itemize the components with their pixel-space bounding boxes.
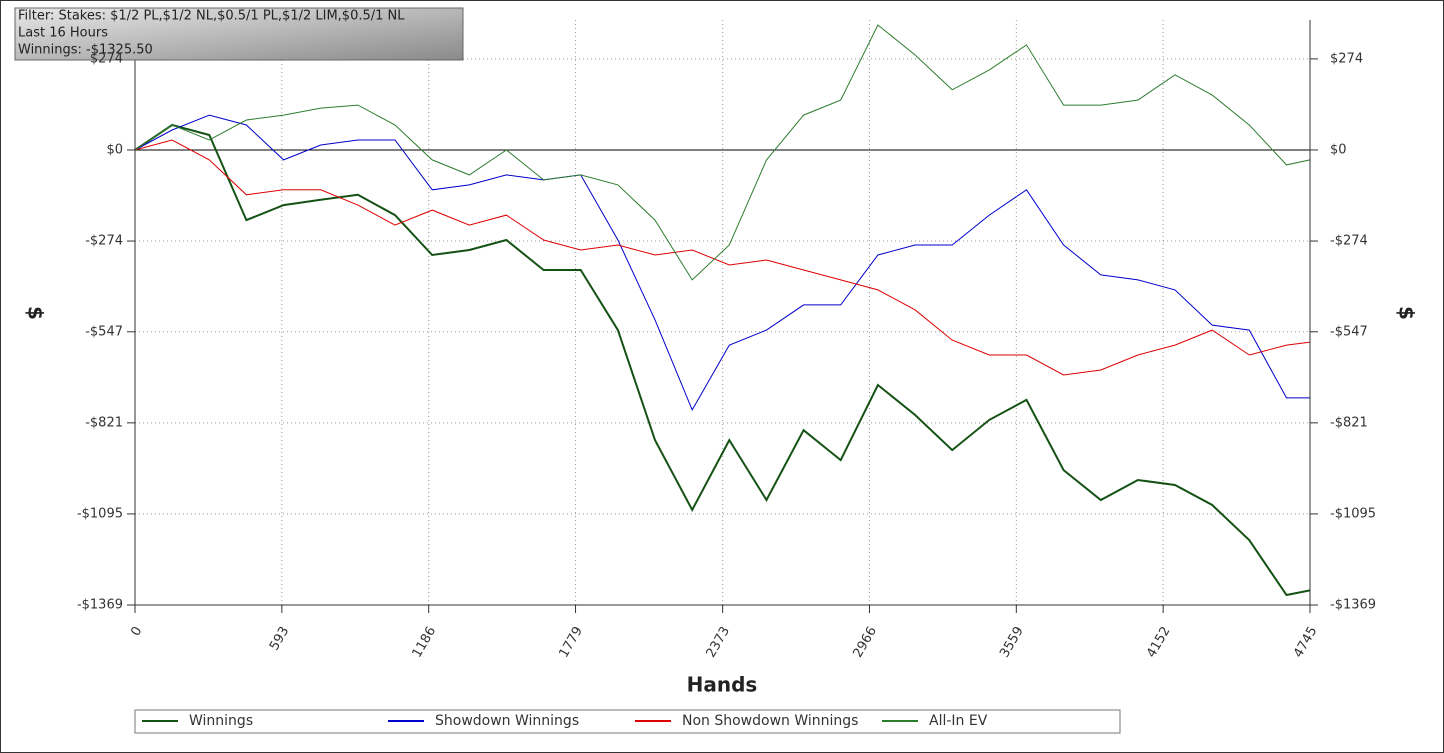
y-tick-label: -$1369 <box>77 598 123 613</box>
y-tick-label: $0 <box>106 142 123 157</box>
info-box <box>14 7 464 61</box>
y-tick-label: -$1095 <box>77 506 123 521</box>
legend-items: Winnings Showdown Winnings Non Showdown Wi… <box>142 713 988 729</box>
legend-label: All-In EV <box>929 713 988 729</box>
y2-tick-label: -$547 <box>1330 324 1368 339</box>
y2-tick-label: -$821 <box>1330 415 1368 430</box>
series-line <box>134 24 1311 281</box>
info-line: Winnings: -$1325.50 <box>18 43 153 58</box>
y-tick-label: $274 <box>90 51 123 66</box>
y2-axis-label: $ <box>1395 306 1419 320</box>
info-line: Last 16 Hours <box>18 26 108 41</box>
legend <box>134 709 1121 734</box>
series-line <box>134 123 1311 597</box>
lines <box>134 24 1311 597</box>
y-tick-label: -$274 <box>85 234 123 249</box>
series-line <box>134 139 1311 376</box>
series-line <box>134 114 1310 412</box>
y-tick-label: -$821 <box>85 415 123 430</box>
y-axis-label: $ <box>24 306 48 320</box>
y2-tick-label: -$274 <box>1330 234 1368 249</box>
x-axis-label: Hands <box>687 673 758 697</box>
y2-tick-label: $274 <box>1330 51 1363 66</box>
info-line: Filter: Stakes: $1/2 PL,$1/2 NL,$0.5/1 P… <box>18 9 405 24</box>
y2-tick-label: -$1095 <box>1330 506 1376 521</box>
legend-label: Winnings <box>189 713 253 729</box>
y2-tick-label: $0 <box>1330 142 1347 157</box>
legend-label: Non Showdown Winnings <box>682 713 858 729</box>
y-tick-label: -$547 <box>85 324 123 339</box>
legend-label: Showdown Winnings <box>435 713 579 729</box>
y2-tick-label: -$1369 <box>1330 598 1376 613</box>
